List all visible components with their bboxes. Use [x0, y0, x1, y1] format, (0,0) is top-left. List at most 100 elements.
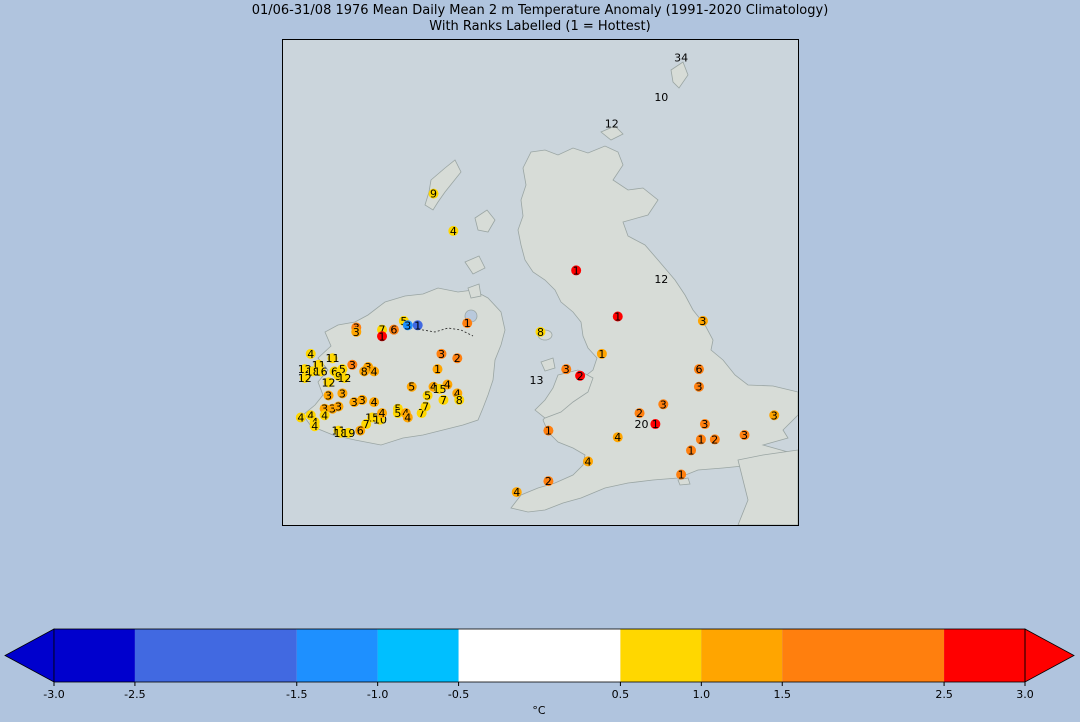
- station-rank-label: 3: [438, 348, 445, 361]
- station-rank-label: 4: [450, 225, 457, 238]
- station-rank-label: 4: [444, 379, 451, 392]
- station-rank-label: 1: [688, 444, 695, 457]
- station-rank-label: 3: [359, 394, 366, 407]
- station-rank-label: 1: [598, 348, 605, 361]
- colorbar-extend-max: [1024, 628, 1075, 683]
- station-24: 1: [695, 433, 706, 446]
- station-72: 8: [454, 394, 465, 407]
- station-rank-label: 9: [430, 188, 437, 201]
- station-85: 5: [392, 407, 403, 420]
- great-britain-landmass: [510, 145, 798, 513]
- station-38: 1: [412, 319, 423, 332]
- station-17: 2: [634, 407, 645, 420]
- station-marker: [448, 225, 459, 236]
- station-51: 3: [347, 359, 358, 372]
- station-89: 7: [420, 400, 431, 413]
- station-marker: [369, 397, 380, 408]
- station-62: 4: [442, 379, 453, 392]
- station-marker: [583, 456, 594, 467]
- station-marker: [693, 364, 704, 375]
- station-rank-label: 4: [430, 381, 437, 394]
- station-marker: [307, 366, 318, 377]
- station-rank-label: 1: [652, 418, 659, 431]
- station-marker: [686, 445, 697, 456]
- station-21: 3: [699, 418, 710, 431]
- station-marker: [436, 348, 447, 359]
- colorbar-bin-4: [458, 629, 621, 682]
- station-13: 6: [693, 363, 704, 376]
- station-marker: [709, 434, 720, 445]
- station-10: 1: [596, 348, 607, 361]
- station-marker: [355, 425, 366, 436]
- station-rank-label: 16: [314, 365, 328, 378]
- station-33: 3: [351, 326, 362, 339]
- station-28: 4: [583, 455, 594, 468]
- station-11: 3: [561, 363, 572, 376]
- station-30: 2: [543, 475, 554, 488]
- station-67: 3: [349, 396, 360, 409]
- station-rank-label: 4: [454, 387, 461, 400]
- station-rank-label: 1: [697, 433, 704, 446]
- station-marker: [634, 408, 645, 419]
- station-22: 1: [543, 425, 554, 438]
- station-marker: [612, 432, 623, 443]
- station-marker: [695, 434, 706, 445]
- colorbar-tick-label-8: 2.5: [935, 688, 953, 701]
- station-marker: [347, 359, 358, 370]
- station-rank-label: 1: [464, 317, 471, 330]
- station-marker: [434, 383, 445, 394]
- station-marker: [612, 311, 623, 322]
- station-40: 1: [377, 330, 388, 343]
- station-69: 4: [369, 396, 380, 409]
- station-marker: [438, 394, 449, 405]
- station-78: 4: [319, 409, 330, 422]
- station-marker: [406, 381, 417, 392]
- station-marker: [335, 427, 346, 438]
- station-marker: [676, 469, 687, 480]
- station-rank-label: 4: [585, 455, 592, 468]
- station-rank-label: 3: [325, 390, 332, 403]
- station-marker: [299, 372, 310, 383]
- station-marker: [319, 410, 330, 421]
- station-marker: [697, 315, 708, 326]
- colorbar-bin-7: [782, 629, 945, 682]
- station-rank-label: 3: [349, 359, 356, 372]
- station-rank-label: 2: [454, 352, 461, 365]
- station-rank-label: 3: [660, 398, 667, 411]
- station-rank-label: 4: [307, 409, 314, 422]
- station-marker: [339, 372, 350, 383]
- station-rank-label: 3: [741, 429, 748, 442]
- station-marker: [327, 353, 338, 364]
- station-75: 3: [333, 400, 344, 413]
- station-rank-label: 13: [530, 374, 544, 387]
- station-marker: [428, 188, 439, 199]
- colorbar-tick-label-5: 0.5: [612, 688, 630, 701]
- station-marker: [650, 419, 661, 430]
- station-rank-label: 4: [614, 431, 621, 444]
- colorbar-ticks: -3.0 -2.5 -1.5 -1.0 -0.5 0.5 1.0 1.5 2.5 3.0: [43, 682, 1034, 701]
- colorbar-bins: [4, 628, 1075, 683]
- station-16: 3: [658, 398, 669, 411]
- station-rank-label: 19: [341, 427, 355, 440]
- station-53: 8: [359, 365, 370, 378]
- station-marker: [392, 408, 403, 419]
- station-rank-label: 2: [636, 407, 643, 420]
- station-47: 18: [306, 365, 320, 378]
- station-rank-label: 2: [577, 370, 584, 383]
- station-rank-label: 12: [322, 376, 336, 389]
- station-rank-label: 20: [635, 418, 649, 431]
- station-marker: [561, 364, 572, 375]
- colorbar-bin-0: [54, 629, 135, 682]
- colorbar-tick-label-2: -1.5: [286, 688, 307, 701]
- station-rank-label: 3: [771, 409, 778, 422]
- station-rank-label: 3: [563, 363, 570, 376]
- station-marker: [769, 410, 780, 421]
- station-marker: [699, 419, 710, 430]
- station-marker: [422, 390, 433, 401]
- station-rank-label: 34: [674, 52, 688, 65]
- colorbar-tick-label-1: -2.5: [124, 688, 145, 701]
- map-title: 01/06-31/08 1976 Mean Daily Mean 2 m Tem…: [0, 3, 1080, 35]
- station-29: 1: [676, 469, 687, 482]
- station-66: 3: [337, 387, 348, 400]
- station-marker: [361, 419, 372, 430]
